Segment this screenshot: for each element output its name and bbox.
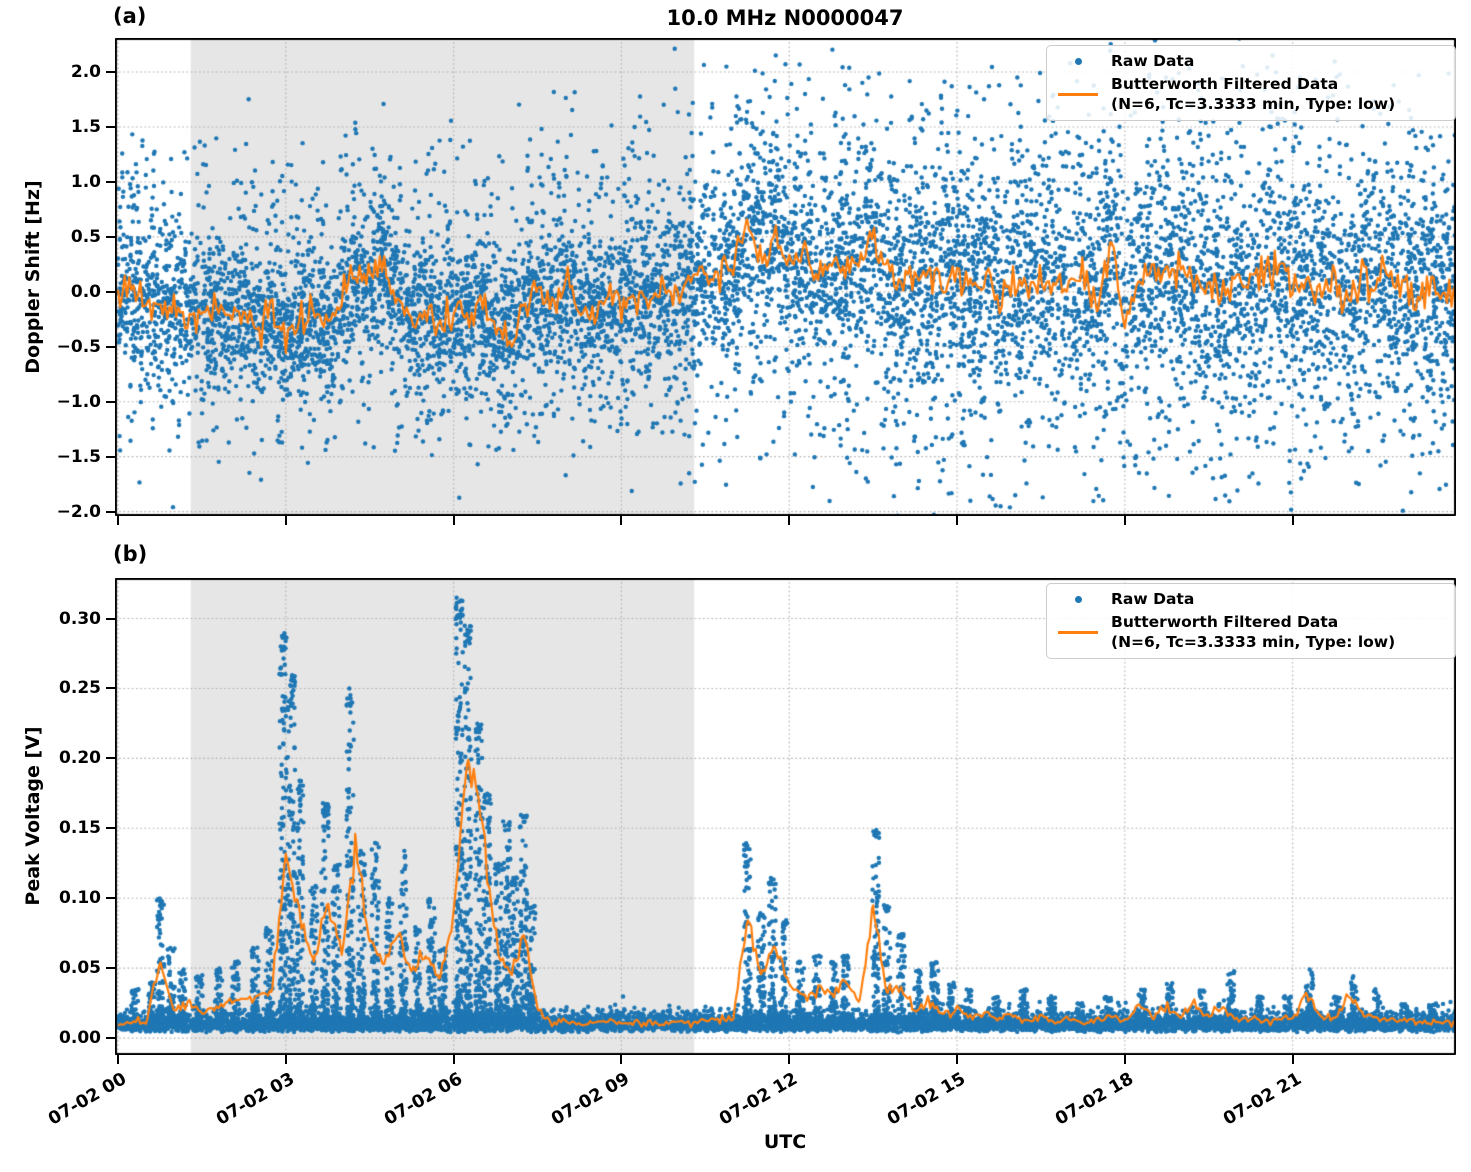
legend-b-raw-label: Raw Data [1111, 590, 1195, 608]
x-tick-mark [1291, 1055, 1294, 1064]
legend-b-filtered-sublabel: (N=6, Tc=3.3333 min, Type: low) [1111, 632, 1396, 651]
figure-title: 10.0 MHz N0000047 [666, 6, 904, 30]
x-tick-mark [956, 1055, 959, 1064]
x-tick-label-text: 07-02 18 [1052, 1069, 1137, 1130]
y-tick-mark [106, 827, 115, 830]
x-tick-label-text: 07-02 03 [212, 1069, 298, 1130]
y-tick-mark [106, 290, 115, 293]
x-tick-label-text: 07-02 15 [884, 1069, 970, 1130]
x-tick-label-text: 07-02 21 [1219, 1069, 1305, 1130]
y-tick-label: 0.05 [59, 958, 101, 979]
legend-b-raw-entry: Raw Data [1055, 590, 1445, 610]
legend-b: Raw Data Butterworth Filtered Data (N=6,… [1046, 583, 1456, 660]
legend-b-filtered-entry: Butterworth Filtered Data (N=6, Tc=3.333… [1055, 613, 1445, 653]
y-tick-label: 2.0 [70, 62, 101, 83]
y-tick-mark [106, 1037, 115, 1040]
x-tick-mark [1123, 1055, 1126, 1064]
x-tick-mark [1291, 516, 1294, 525]
y-tick-label: 0.20 [59, 748, 101, 769]
x-tick-label-text: 07-02 00 [45, 1069, 131, 1130]
x-tick-mark [788, 1055, 791, 1064]
y-tick-mark [106, 897, 115, 900]
y-tick-mark [106, 687, 115, 690]
y-axis-label-b: Peak Voltage [V] [22, 726, 44, 906]
y-tick-mark [106, 455, 115, 458]
y-tick-label: 0.15 [59, 818, 101, 839]
raw-data-dot-marker-icon [1074, 596, 1082, 604]
legend-a-filtered-label: Butterworth Filtered Data [1111, 74, 1339, 93]
y-tick-mark [106, 126, 115, 128]
y-tick-mark [106, 510, 115, 513]
y-tick-label: −0.5 [56, 336, 101, 357]
legend-b-filtered-label: Butterworth Filtered Data [1111, 612, 1339, 631]
y-tick-mark [106, 345, 115, 348]
y-tick-label: 0.10 [59, 888, 101, 909]
x-tick-label-text: 07-02 12 [716, 1069, 802, 1130]
legend-a-filtered-entry: Butterworth Filtered Data (N=6, Tc=3.333… [1055, 75, 1445, 115]
y-tick-mark [106, 71, 115, 74]
legend-a-raw-label: Raw Data [1111, 52, 1195, 70]
raw-data-dot-marker-icon [1074, 58, 1082, 66]
x-tick-mark [117, 1055, 120, 1064]
y-tick-mark [106, 617, 115, 620]
y-tick-label: 0.30 [59, 608, 101, 629]
y-tick-mark [106, 180, 115, 183]
y-axis-label-a: Doppler Shift [Hz] [22, 180, 44, 374]
x-tick-mark [284, 1055, 287, 1064]
y-tick-label: 0.00 [59, 1028, 101, 1049]
x-tick-label-text: 07-02 06 [380, 1069, 466, 1130]
y-tick-label: 1.5 [70, 117, 101, 137]
y-tick-label: 0.5 [70, 226, 101, 247]
y-tick-mark [106, 967, 115, 970]
x-tick-mark [620, 1055, 623, 1064]
x-tick-mark [620, 516, 623, 525]
x-tick-mark [117, 516, 120, 525]
y-tick-label: 0.0 [70, 281, 101, 302]
x-tick-mark [452, 516, 455, 525]
x-tick-mark [452, 1055, 455, 1064]
legend-a-raw-entry: Raw Data [1055, 52, 1445, 72]
filtered-data-line-marker-icon [1058, 92, 1098, 97]
x-axis-label: UTC [763, 1131, 807, 1153]
y-tick-label: −2.0 [56, 501, 101, 522]
y-tick-mark [106, 757, 115, 760]
x-tick-mark [788, 516, 791, 525]
x-tick-label-text: 07-02 09 [548, 1069, 634, 1130]
y-tick-mark [106, 400, 115, 403]
panel-label-b: (b) [113, 542, 148, 566]
filtered-data-line-marker-icon [1058, 630, 1098, 635]
x-tick-mark [1123, 516, 1126, 525]
x-tick-mark [956, 516, 959, 525]
y-tick-label: 1.0 [70, 171, 101, 192]
y-tick-label: −1.5 [56, 446, 101, 467]
legend-a-filtered-sublabel: (N=6, Tc=3.3333 min, Type: low) [1111, 94, 1396, 113]
y-tick-label: 0.25 [59, 678, 101, 699]
y-tick-label: −1.0 [56, 391, 101, 412]
legend-a: Raw Data Butterworth Filtered Data (N=6,… [1046, 45, 1456, 122]
x-tick-mark [284, 516, 287, 525]
y-tick-mark [106, 235, 115, 238]
panel-label-a: (a) [113, 4, 147, 28]
